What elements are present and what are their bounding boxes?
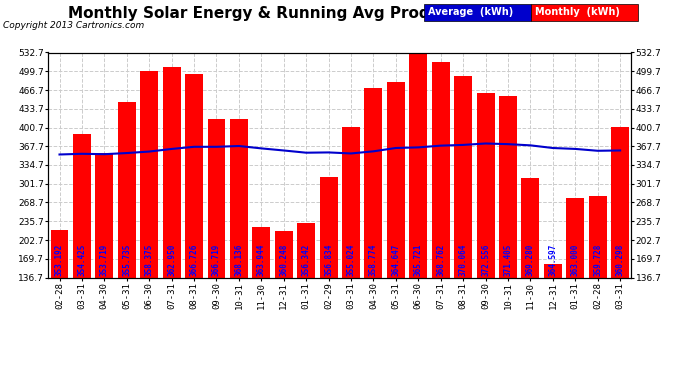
Text: 368.136: 368.136 [235, 244, 244, 276]
Text: 355.024: 355.024 [346, 244, 355, 276]
Bar [163, 66, 181, 278]
Bar [342, 128, 360, 278]
Bar [566, 198, 584, 278]
Bar [253, 227, 270, 278]
Bar [477, 93, 495, 278]
Bar [544, 264, 562, 278]
Bar [50, 230, 68, 278]
Text: 365.721: 365.721 [414, 244, 423, 276]
Bar [73, 134, 91, 278]
Bar [611, 128, 629, 278]
Text: Copyright 2013 Cartronics.com: Copyright 2013 Cartronics.com [3, 21, 145, 30]
Text: 364.647: 364.647 [391, 244, 400, 276]
Text: 366.726: 366.726 [190, 244, 199, 276]
Bar [297, 224, 315, 278]
Text: 356.834: 356.834 [324, 244, 333, 276]
Bar [522, 178, 540, 278]
Text: 363.000: 363.000 [571, 244, 580, 276]
Bar [140, 71, 158, 278]
Text: Monthly  (kWh): Monthly (kWh) [535, 7, 620, 17]
Bar [275, 231, 293, 278]
Bar [95, 153, 113, 278]
Text: 370.064: 370.064 [459, 244, 468, 276]
Text: 359.728: 359.728 [593, 244, 602, 276]
Text: 355.735: 355.735 [122, 244, 131, 276]
Text: 360.298: 360.298 [615, 244, 624, 276]
Text: 366.719: 366.719 [212, 244, 221, 276]
Text: 353.719: 353.719 [100, 244, 109, 276]
Bar [118, 102, 136, 278]
Bar [364, 87, 382, 278]
Bar [499, 96, 517, 278]
Text: 360.248: 360.248 [279, 244, 288, 276]
Text: 371.405: 371.405 [504, 244, 513, 276]
Bar [589, 195, 607, 278]
Text: Average  (kWh): Average (kWh) [428, 7, 513, 17]
Bar [387, 82, 405, 278]
Bar [185, 74, 203, 278]
Text: 368.762: 368.762 [436, 244, 445, 276]
Text: Monthly Solar Energy & Running Avg Production  Fri Apr 5 06:36: Monthly Solar Energy & Running Avg Produ… [68, 6, 622, 21]
Text: 358.375: 358.375 [145, 244, 154, 276]
Bar [432, 62, 450, 278]
Text: 358.774: 358.774 [369, 244, 378, 276]
Bar [319, 177, 337, 278]
Text: 362.950: 362.950 [167, 244, 176, 276]
Text: 369.280: 369.280 [526, 244, 535, 276]
Bar [208, 119, 226, 278]
Text: 372.556: 372.556 [481, 244, 490, 276]
Text: 364.597: 364.597 [549, 244, 558, 276]
Bar [230, 119, 248, 278]
Text: 353.192: 353.192 [55, 244, 64, 276]
Text: 363.944: 363.944 [257, 244, 266, 276]
Text: 354.425: 354.425 [77, 244, 86, 276]
Text: 356.342: 356.342 [302, 244, 310, 276]
Bar [454, 76, 472, 278]
Bar [409, 48, 427, 278]
